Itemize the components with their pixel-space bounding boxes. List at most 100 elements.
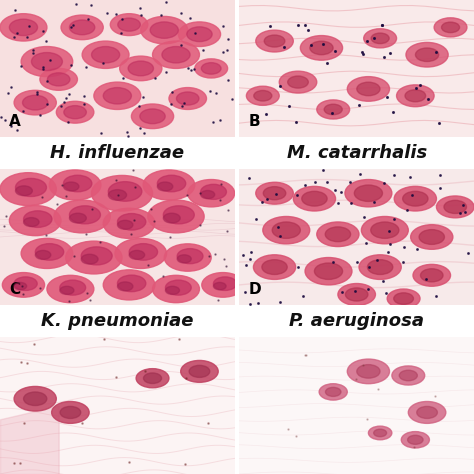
Point xyxy=(125,132,132,140)
Point xyxy=(210,118,217,126)
Circle shape xyxy=(419,229,445,245)
Circle shape xyxy=(263,217,310,244)
Point xyxy=(65,90,73,98)
Circle shape xyxy=(357,82,380,96)
Point xyxy=(178,103,186,110)
Circle shape xyxy=(176,92,199,105)
Point xyxy=(224,76,231,83)
Circle shape xyxy=(434,18,467,37)
Circle shape xyxy=(165,286,180,294)
Circle shape xyxy=(374,429,387,437)
Circle shape xyxy=(437,196,474,218)
Circle shape xyxy=(310,41,333,55)
Point xyxy=(29,46,36,54)
Point xyxy=(168,88,175,95)
Point xyxy=(239,251,246,258)
Point xyxy=(196,221,204,228)
Circle shape xyxy=(213,283,226,290)
Circle shape xyxy=(401,432,429,448)
Point xyxy=(285,102,292,109)
Point xyxy=(100,335,108,343)
Point xyxy=(19,290,27,298)
Point xyxy=(294,21,301,29)
Point xyxy=(68,23,75,31)
Point xyxy=(220,255,228,263)
Point xyxy=(135,102,143,109)
Point xyxy=(301,182,309,189)
Point xyxy=(175,335,182,343)
Point xyxy=(371,199,378,206)
Point xyxy=(337,189,345,196)
Point xyxy=(323,178,331,185)
Point xyxy=(365,263,373,271)
Circle shape xyxy=(262,260,287,274)
Point xyxy=(206,253,213,260)
Circle shape xyxy=(326,387,341,396)
Point xyxy=(57,102,64,109)
Point xyxy=(60,99,67,106)
Point xyxy=(204,419,212,427)
Point xyxy=(62,192,70,200)
Point xyxy=(9,459,17,467)
Circle shape xyxy=(371,33,389,44)
Circle shape xyxy=(128,61,154,76)
Point xyxy=(331,186,339,193)
Circle shape xyxy=(153,41,200,68)
Circle shape xyxy=(201,191,215,199)
Text: B: B xyxy=(249,114,260,128)
Point xyxy=(43,100,50,108)
Point xyxy=(157,11,164,18)
Circle shape xyxy=(150,22,178,38)
Point xyxy=(329,258,337,265)
Point xyxy=(87,297,94,304)
Circle shape xyxy=(131,104,173,128)
Point xyxy=(222,263,230,270)
Point xyxy=(228,95,236,102)
Point xyxy=(191,29,199,36)
Point xyxy=(357,170,365,178)
Point xyxy=(39,65,47,73)
Circle shape xyxy=(305,257,352,285)
Point xyxy=(360,214,368,221)
Point xyxy=(79,419,86,427)
Point xyxy=(413,245,421,253)
Circle shape xyxy=(70,213,86,223)
Circle shape xyxy=(288,76,308,88)
Circle shape xyxy=(0,14,47,41)
Point xyxy=(177,9,185,16)
Circle shape xyxy=(279,71,317,93)
Circle shape xyxy=(246,86,279,105)
Point xyxy=(380,53,388,61)
Circle shape xyxy=(392,366,425,385)
Point xyxy=(284,425,292,433)
Point xyxy=(137,124,144,132)
Circle shape xyxy=(164,244,211,271)
Circle shape xyxy=(403,191,428,206)
Point xyxy=(196,189,203,197)
Circle shape xyxy=(415,48,438,62)
Point xyxy=(217,117,224,124)
Circle shape xyxy=(399,370,417,381)
Point xyxy=(148,206,155,213)
Point xyxy=(352,375,360,383)
Circle shape xyxy=(54,200,110,233)
Point xyxy=(219,48,227,55)
Point xyxy=(379,277,387,285)
Circle shape xyxy=(103,88,131,104)
Point xyxy=(14,29,21,36)
Point xyxy=(7,83,14,91)
Circle shape xyxy=(9,206,61,236)
Point xyxy=(36,284,44,292)
Circle shape xyxy=(24,211,52,228)
Point xyxy=(62,94,70,101)
Point xyxy=(292,432,299,439)
Point xyxy=(206,87,214,94)
Point xyxy=(386,240,394,248)
Circle shape xyxy=(47,275,94,303)
Point xyxy=(242,262,249,269)
Point xyxy=(292,118,300,126)
Point xyxy=(409,191,416,199)
Point xyxy=(406,173,413,181)
Circle shape xyxy=(408,401,446,423)
Point xyxy=(65,298,73,305)
